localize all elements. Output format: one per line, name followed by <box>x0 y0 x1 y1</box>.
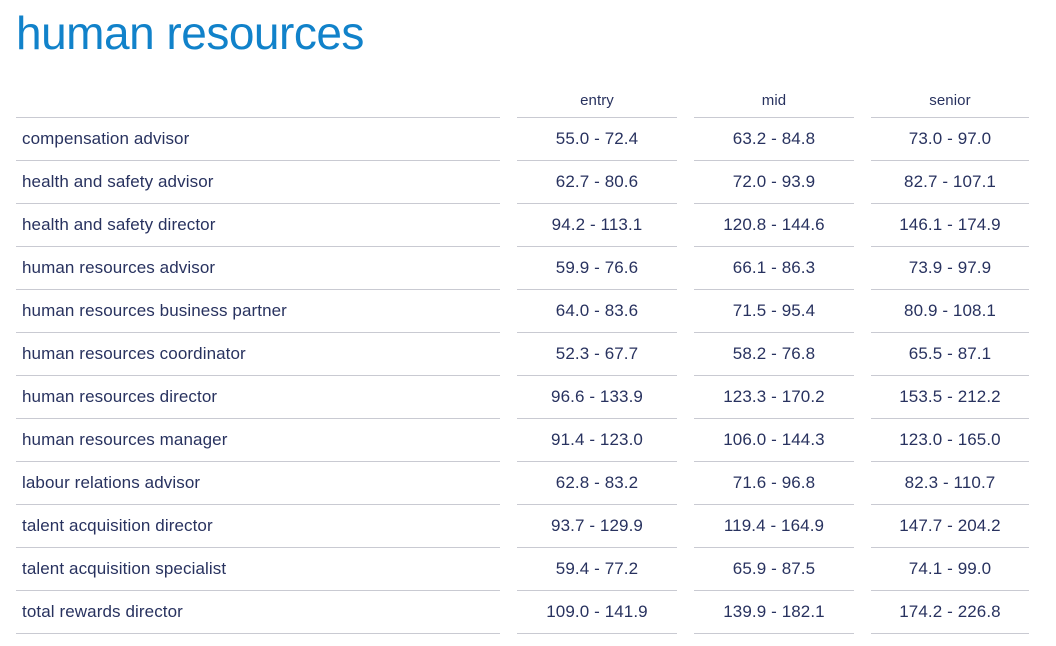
entry-range: 109.0 - 141.9 <box>517 591 677 635</box>
mid-range: 65.9 - 87.5 <box>694 548 854 592</box>
column-header-role <box>16 84 500 119</box>
senior-range: 174.2 - 226.8 <box>871 591 1029 635</box>
entry-range: 93.7 - 129.9 <box>517 505 677 549</box>
mid-range: 71.6 - 96.8 <box>694 462 854 506</box>
senior-range: 73.9 - 97.9 <box>871 247 1029 291</box>
mid-range: 58.2 - 76.8 <box>694 333 854 377</box>
mid-range: 106.0 - 144.3 <box>694 419 854 463</box>
mid-range: 123.3 - 170.2 <box>694 376 854 420</box>
job-title: human resources coordinator <box>16 333 500 377</box>
mid-range: 66.1 - 86.3 <box>694 247 854 291</box>
entry-range: 96.6 - 133.9 <box>517 376 677 420</box>
senior-range: 146.1 - 174.9 <box>871 204 1029 248</box>
job-title: health and safety director <box>16 204 500 248</box>
column-header-mid: mid <box>694 84 854 119</box>
job-title: human resources director <box>16 376 500 420</box>
column-header-senior: senior <box>871 84 1029 119</box>
job-title: compensation advisor <box>16 118 500 162</box>
mid-range: 71.5 - 95.4 <box>694 290 854 334</box>
senior-range: 82.3 - 110.7 <box>871 462 1029 506</box>
entry-range: 62.8 - 83.2 <box>517 462 677 506</box>
mid-range: 63.2 - 84.8 <box>694 118 854 162</box>
entry-range: 52.3 - 67.7 <box>517 333 677 377</box>
entry-range: 59.4 - 77.2 <box>517 548 677 592</box>
entry-range: 64.0 - 83.6 <box>517 290 677 334</box>
mid-range: 72.0 - 93.9 <box>694 161 854 205</box>
entry-range: 62.7 - 80.6 <box>517 161 677 205</box>
entry-range: 94.2 - 113.1 <box>517 204 677 248</box>
job-title: talent acquisition specialist <box>16 548 500 592</box>
senior-range: 82.7 - 107.1 <box>871 161 1029 205</box>
senior-range: 65.5 - 87.1 <box>871 333 1029 377</box>
page-title: human resources <box>16 7 364 59</box>
column-header-entry: entry <box>517 84 677 119</box>
entry-range: 55.0 - 72.4 <box>517 118 677 162</box>
senior-range: 153.5 - 212.2 <box>871 376 1029 420</box>
mid-range: 139.9 - 182.1 <box>694 591 854 635</box>
senior-range: 74.1 - 99.0 <box>871 548 1029 592</box>
mid-range: 120.8 - 144.6 <box>694 204 854 248</box>
senior-range: 73.0 - 97.0 <box>871 118 1029 162</box>
mid-range: 119.4 - 164.9 <box>694 505 854 549</box>
senior-range: 123.0 - 165.0 <box>871 419 1029 463</box>
job-title: talent acquisition director <box>16 505 500 549</box>
job-title: human resources manager <box>16 419 500 463</box>
job-title: human resources advisor <box>16 247 500 291</box>
salary-table: entry mid senior compensation advisor 55.… <box>16 84 1056 635</box>
senior-range: 80.9 - 108.1 <box>871 290 1029 334</box>
job-title: human resources business partner <box>16 290 500 334</box>
entry-range: 59.9 - 76.6 <box>517 247 677 291</box>
job-title: total rewards director <box>16 591 500 635</box>
job-title: health and safety advisor <box>16 161 500 205</box>
senior-range: 147.7 - 204.2 <box>871 505 1029 549</box>
entry-range: 91.4 - 123.0 <box>517 419 677 463</box>
job-title: labour relations advisor <box>16 462 500 506</box>
